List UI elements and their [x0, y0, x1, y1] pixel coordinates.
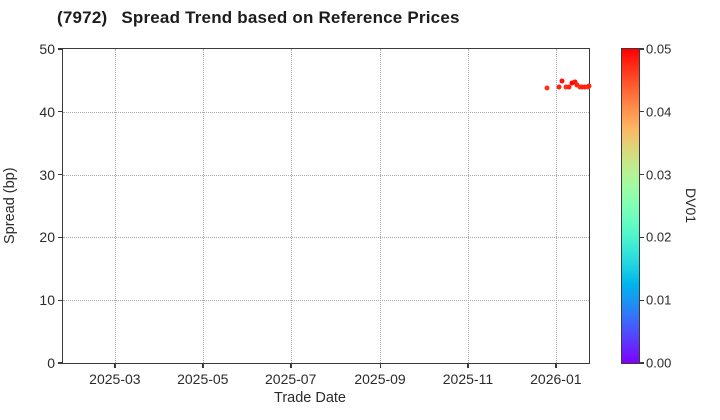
x-tick-label: 2025-09: [354, 371, 406, 387]
colorbar-label: DV01: [683, 188, 699, 224]
x-gridline: [380, 49, 382, 363]
y-tick-mark: [58, 48, 62, 50]
colorbar-tick-mark: [640, 48, 644, 50]
y-gridline: [63, 111, 589, 113]
x-tick-label: 2025-07: [264, 371, 317, 387]
y-tick-label: 10: [39, 292, 55, 309]
colorbar-gradient: [621, 48, 640, 364]
colorbar-tick-mark: [640, 173, 644, 176]
data-point: [569, 80, 575, 86]
x-gridline: [555, 49, 557, 363]
y-tick-label: 30: [39, 166, 55, 183]
data-point: [582, 84, 588, 90]
y-gridline: [63, 300, 589, 302]
colorbar-tick-mark: [640, 236, 644, 239]
x-tick-label: 2025-03: [89, 371, 141, 387]
colorbar-tick-label: 0.02: [646, 229, 672, 245]
colorbar-tick-label: 0.04: [646, 104, 672, 120]
x-tick-mark: [114, 364, 116, 368]
data-point: [563, 84, 569, 90]
x-axis-label: Trade Date: [274, 390, 346, 406]
y-gridline: [63, 237, 589, 239]
y-tick-mark: [58, 111, 62, 113]
y-tick-mark: [58, 173, 62, 176]
y-tick-label: 40: [39, 103, 55, 120]
y-tick-mark: [58, 362, 62, 364]
x-tick-label: 2025-05: [177, 371, 229, 387]
data-point: [559, 78, 565, 84]
x-tick-label: 2025-11: [442, 371, 494, 387]
colorbar-tick-label: 0.05: [646, 41, 672, 57]
x-tick-mark: [467, 364, 469, 368]
data-point: [544, 85, 550, 91]
y-tick-mark: [58, 299, 62, 301]
data-point: [579, 84, 585, 90]
x-tick-mark: [202, 364, 204, 368]
data-point: [586, 83, 592, 89]
y-axis-label: Spread (bp): [2, 167, 18, 245]
x-tick-mark: [290, 364, 292, 368]
y-tick-label: 20: [39, 229, 55, 246]
x-tick-label: 2026-01: [530, 371, 582, 387]
data-point: [572, 79, 578, 85]
y-gridline: [63, 174, 589, 176]
data-point: [566, 84, 572, 90]
x-gridline: [290, 49, 292, 363]
colorbar-tick-label: 0.01: [646, 292, 672, 308]
colorbar-tick-mark: [640, 299, 644, 301]
y-tick-mark: [58, 236, 62, 239]
x-gridline: [467, 49, 469, 363]
plot-area: [62, 48, 590, 364]
chart-title: (7972) Spread Trend based on Reference Pr…: [57, 8, 460, 28]
data-point: [574, 82, 580, 88]
stock-code: (7972): [57, 8, 108, 27]
y-tick-label: 50: [39, 41, 55, 57]
x-gridline: [114, 49, 116, 363]
colorbar-tick-label: 0.00: [646, 355, 672, 371]
colorbar-tick-mark: [640, 362, 644, 364]
data-point: [556, 84, 562, 90]
x-tick-mark: [555, 364, 557, 368]
colorbar-tick-mark: [640, 111, 644, 113]
x-gridline: [202, 49, 204, 363]
x-tick-mark: [379, 364, 381, 368]
y-tick-label: 0: [47, 355, 55, 371]
chart-title-text: Spread Trend based on Reference Prices: [121, 8, 460, 27]
colorbar-tick-label: 0.03: [646, 167, 672, 183]
